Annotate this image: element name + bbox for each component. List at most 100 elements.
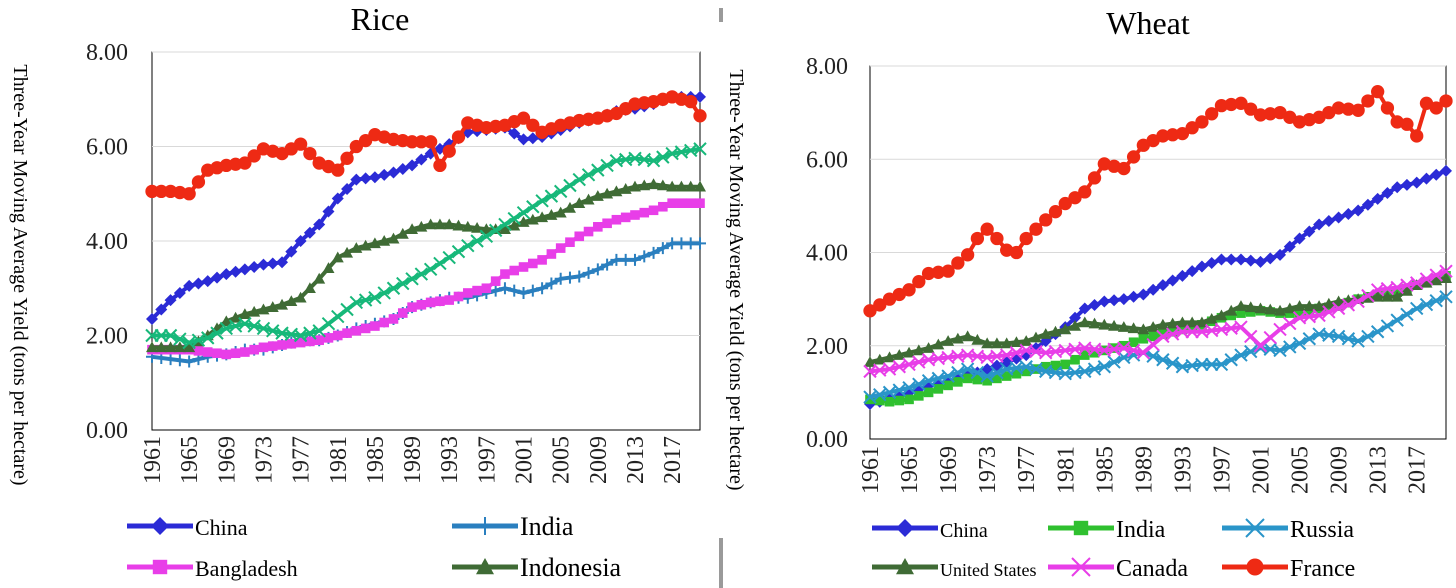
wheat-data-point	[941, 264, 955, 278]
rice-data-point	[685, 198, 696, 208]
wheat-data-point	[1371, 192, 1384, 205]
wheat-y-tick-label: 0.00	[806, 427, 848, 453]
wheat-data-point	[1244, 344, 1258, 359]
rice-data-point	[423, 262, 438, 277]
rice-data-point	[407, 302, 417, 312]
wheat-chart: 0.00 2.00 4.00 6.00 8.00 1961 1965 1969 1973 197…	[725, 5, 1453, 582]
wheat-data-point	[943, 380, 953, 391]
wheat-data-point	[941, 369, 955, 383]
wheat-data-point	[1165, 356, 1180, 370]
wheat-y-tick-label: 2.00	[806, 334, 848, 360]
wheat-data-point	[1195, 357, 1209, 372]
wheat-data-point	[1078, 364, 1092, 379]
rice-data-point	[146, 312, 158, 325]
rice-legend-item: India	[452, 512, 574, 541]
wheat-data-point	[1177, 324, 1188, 335]
wheat-data-point	[1293, 300, 1306, 311]
rice-data-point	[675, 180, 688, 192]
rice-data-point	[277, 340, 287, 350]
wheat-data-point	[1225, 304, 1238, 316]
wheat-data-point	[1166, 274, 1179, 287]
wheat-data-point	[1119, 340, 1129, 351]
rice-data-point	[258, 342, 269, 353]
rice-legend-marker	[151, 517, 169, 535]
rice-data-point	[257, 303, 270, 315]
wheat-data-point	[912, 355, 926, 369]
rice-data-point	[452, 219, 465, 231]
rice-data-point	[368, 290, 382, 305]
rice-data-point	[238, 308, 251, 320]
rice-data-point	[350, 242, 363, 253]
rice-data-point	[498, 217, 512, 232]
rice-data-point	[489, 284, 502, 297]
wheat-data-point	[1263, 107, 1277, 121]
rice-data-point	[490, 276, 501, 286]
rice-data-point	[593, 222, 603, 232]
rice-legend: China India Bangladesh Indonesia	[127, 512, 622, 582]
wheat-data-point	[1079, 350, 1090, 360]
wheat-x-tick-label: 2009	[1327, 446, 1353, 494]
rice-data-point	[221, 349, 232, 360]
wheat-data-point	[1313, 300, 1326, 311]
rice-y-axis-label: Three-Year Moving Average Yield (tons pe…	[9, 64, 31, 485]
wheat-data-point	[1430, 274, 1443, 286]
wheat-data-point	[882, 385, 897, 400]
rice-data-point	[193, 346, 204, 356]
rice-data-point	[516, 205, 531, 220]
rice-x-tick-label: 1997	[474, 436, 500, 484]
rice-data-point	[294, 235, 307, 247]
wheat-data-point	[1108, 319, 1121, 331]
wheat-data-point	[992, 373, 1002, 384]
rice-data-point	[340, 302, 354, 317]
rice-x-tick-label: 2001	[512, 436, 538, 484]
rice-data-point	[201, 331, 215, 345]
rice-y-tick-label: 0.00	[86, 418, 128, 444]
rice-legend-marker	[476, 517, 494, 535]
wheat-data-point	[1137, 323, 1150, 335]
wheat-legend: China India Russia United States Canada Franc…	[872, 517, 1355, 582]
rice-data-point	[461, 239, 475, 253]
rice-data-point	[173, 354, 186, 367]
wheat-data-point	[1244, 102, 1258, 116]
wheat-data-point	[1253, 339, 1268, 353]
rice-data-point	[488, 223, 503, 238]
rice-data-point	[377, 286, 391, 300]
wheat-data-point	[1088, 317, 1101, 329]
wheat-data-point	[1302, 332, 1317, 346]
wheat-data-point	[874, 395, 885, 406]
wheat-data-point	[1068, 191, 1082, 205]
wheat-data-point	[960, 362, 975, 376]
wheat-data-point	[884, 396, 895, 407]
rice-data-point	[526, 200, 540, 214]
rice-data-point	[266, 301, 279, 312]
wheat-series-5	[863, 84, 1453, 318]
wheat-data-point	[1040, 361, 1051, 372]
wheat-data-point	[865, 394, 875, 405]
rice-data-point	[435, 296, 445, 307]
rice-data-point	[628, 180, 641, 192]
wheat-data-point	[1117, 321, 1130, 332]
rice-data-point	[693, 142, 707, 156]
rice-data-point	[183, 341, 196, 353]
rice-data-point	[340, 151, 354, 165]
rice-y-tick-label: 6.00	[86, 135, 128, 161]
rice-data-point	[451, 130, 466, 144]
wheat-data-point	[1070, 354, 1080, 365]
wheat-data-point	[1410, 176, 1423, 189]
wheat-data-point	[1224, 97, 1238, 112]
wheat-data-point	[1351, 294, 1365, 309]
rice-data-point	[619, 183, 632, 194]
wheat-data-point	[1439, 94, 1453, 108]
wheat-data-point	[1342, 208, 1355, 221]
wheat-data-point	[1127, 290, 1140, 303]
wheat-data-point	[1205, 256, 1218, 269]
divider-notch-bottom	[719, 538, 723, 588]
wheat-data-point	[1195, 260, 1208, 273]
wheat-data-point	[1225, 253, 1238, 266]
rice-data-point	[267, 341, 278, 351]
rice-x-tick-label: 1965	[177, 436, 203, 484]
rice-data-point	[323, 333, 334, 343]
rice-data-point	[211, 271, 224, 284]
rice-data-point	[229, 311, 242, 323]
rice-data-point	[285, 295, 298, 307]
